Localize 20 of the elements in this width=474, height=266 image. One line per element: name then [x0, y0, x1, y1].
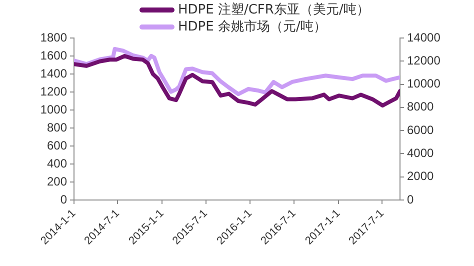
- y2-tick-label: 8000: [407, 100, 434, 114]
- y-tick-label: 1600: [40, 48, 68, 62]
- y2-tick-label: 14000: [407, 30, 441, 44]
- y-tick-label: 1000: [40, 102, 68, 116]
- y-tick-label: 1400: [40, 66, 68, 80]
- y-tick-label: 800: [46, 120, 68, 134]
- y2-tick-label: 6000: [407, 122, 434, 137]
- y-tick-label: 0: [60, 192, 68, 206]
- y2-tick-label: 10000: [407, 76, 441, 91]
- y-tick-label: 1200: [40, 84, 68, 98]
- legend-label: HDPE 注塑/CFR东亚（美元/吨）: [178, 1, 370, 18]
- y-tick-label: 400: [46, 156, 68, 170]
- y2-tick-label: 12000: [407, 53, 441, 68]
- y-tick-label: 1800: [40, 30, 68, 44]
- y-tick-label: 600: [46, 138, 68, 152]
- y2-tick-label: 0: [407, 192, 414, 206]
- y2-tick-label: 2000: [407, 169, 434, 184]
- y2-tick-label: 4000: [407, 146, 434, 160]
- y-tick-label: 200: [46, 174, 68, 188]
- legend-label: HDPE 余姚市场（元/吨）: [178, 19, 326, 34]
